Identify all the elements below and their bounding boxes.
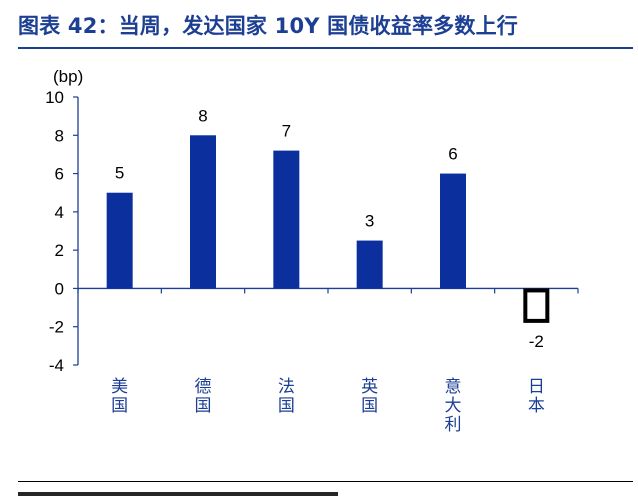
y-tick-label: 2 — [55, 241, 64, 260]
y-axis-unit-label: (bp) — [53, 67, 83, 86]
y-tick-label: -2 — [49, 318, 64, 337]
data-label: 5 — [115, 164, 124, 183]
x-axis — [77, 287, 579, 294]
category-label: 美国 — [111, 377, 128, 415]
y-tick-label: 0 — [55, 279, 64, 298]
figure-title: 图表 42：当周，发达国家 10Y 国债收益率多数上行 — [18, 14, 518, 38]
data-labels: 5 8 7 3 6 -2 — [115, 106, 544, 351]
bar — [190, 135, 216, 289]
data-label: 8 — [198, 106, 207, 125]
data-label: -2 — [529, 332, 544, 351]
category-label: 日本 — [528, 377, 545, 415]
source-line — [18, 492, 338, 496]
y-tick-label: 10 — [45, 88, 64, 107]
category-label: 英国 — [361, 377, 378, 415]
bar — [106, 192, 133, 289]
category-label: 法国 — [278, 377, 295, 415]
category-labels: 美国 德国 法国 英国 意大利 日本 — [111, 377, 545, 434]
bar — [356, 240, 383, 289]
category-label: 意大利 — [445, 377, 462, 434]
y-tick-label: 6 — [55, 165, 64, 184]
title-rule — [18, 47, 633, 49]
bottom-rule — [18, 481, 633, 482]
data-label: 7 — [282, 122, 291, 141]
data-label: 3 — [365, 212, 374, 231]
category-label: 德国 — [195, 377, 212, 415]
bar — [273, 150, 300, 289]
y-tick-label: 4 — [55, 203, 64, 222]
data-label: 6 — [448, 145, 457, 164]
y-tick-label: -4 — [49, 356, 64, 375]
y-tick-label: 8 — [55, 126, 64, 145]
y-axis: 10 8 6 4 2 0 -2 -4 — [45, 88, 79, 375]
bar — [523, 288, 550, 323]
bars — [106, 135, 550, 323]
bar — [440, 173, 466, 289]
